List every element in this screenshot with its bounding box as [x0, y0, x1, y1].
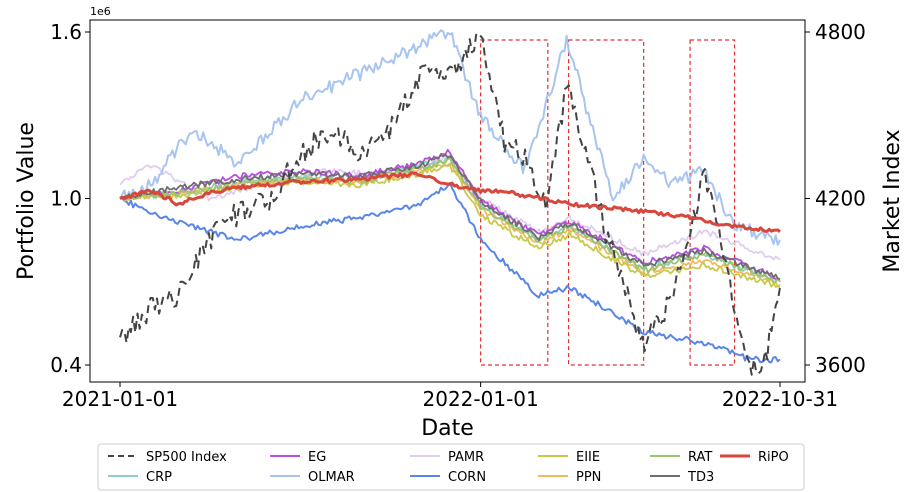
legend-label: RiPO: [758, 450, 789, 465]
axes: 0.4 1.0 1.6 3600 4200 4800 2021-01-01 2022-01-0…: [14, 5, 905, 441]
series-line-olmar: [119, 29, 781, 246]
legend-label: EIIE: [576, 450, 600, 465]
legend-label: EG: [308, 450, 326, 465]
plot-frame: [89, 19, 806, 383]
series-line-sp500-index: [119, 32, 781, 376]
x-tick-label: 2021-01-01: [62, 387, 178, 411]
x-axis-label: Date: [421, 416, 474, 441]
series-line-rat: [119, 156, 781, 284]
y2-axis-label: Market Index: [880, 129, 905, 272]
series-line-td3: [119, 153, 781, 280]
legend-label: RAT: [688, 450, 712, 465]
plot-area: [119, 29, 781, 376]
highlight-window-2: [689, 39, 736, 366]
y-scale-text: 1e6: [90, 5, 111, 18]
y-axis-label: Portfolio Value: [14, 122, 39, 280]
y2-tick-label: 4800: [815, 20, 866, 44]
legend-label: TD3: [687, 470, 714, 485]
legend-label: CORN: [448, 470, 486, 485]
y-tick-label: 0.4: [50, 353, 82, 377]
legend: SP500 Index EG PAMR EIIE RAT RiPO CRP OLMAR CORN…: [97, 443, 805, 491]
y2-tick-label: 4200: [815, 187, 866, 211]
legend-label: OLMAR: [308, 470, 355, 485]
x-tick-label: 2022-10-31: [722, 387, 838, 411]
series-line-ripo: [119, 171, 781, 233]
highlight-window-1: [567, 39, 645, 366]
legend-label: SP500 Index: [146, 450, 227, 465]
y2-tick-label: 3600: [815, 353, 866, 377]
x-tick-label: 2022-01-01: [423, 387, 539, 411]
y-tick-label: 1.0: [50, 187, 82, 211]
series-line-pamr: [119, 154, 781, 261]
y-tick-label: 1.6: [50, 20, 82, 44]
legend-label: CRP: [146, 470, 172, 485]
legend-label: PPN: [576, 470, 601, 485]
series-line-corn: [119, 181, 781, 364]
legend-label: PAMR: [448, 450, 484, 465]
